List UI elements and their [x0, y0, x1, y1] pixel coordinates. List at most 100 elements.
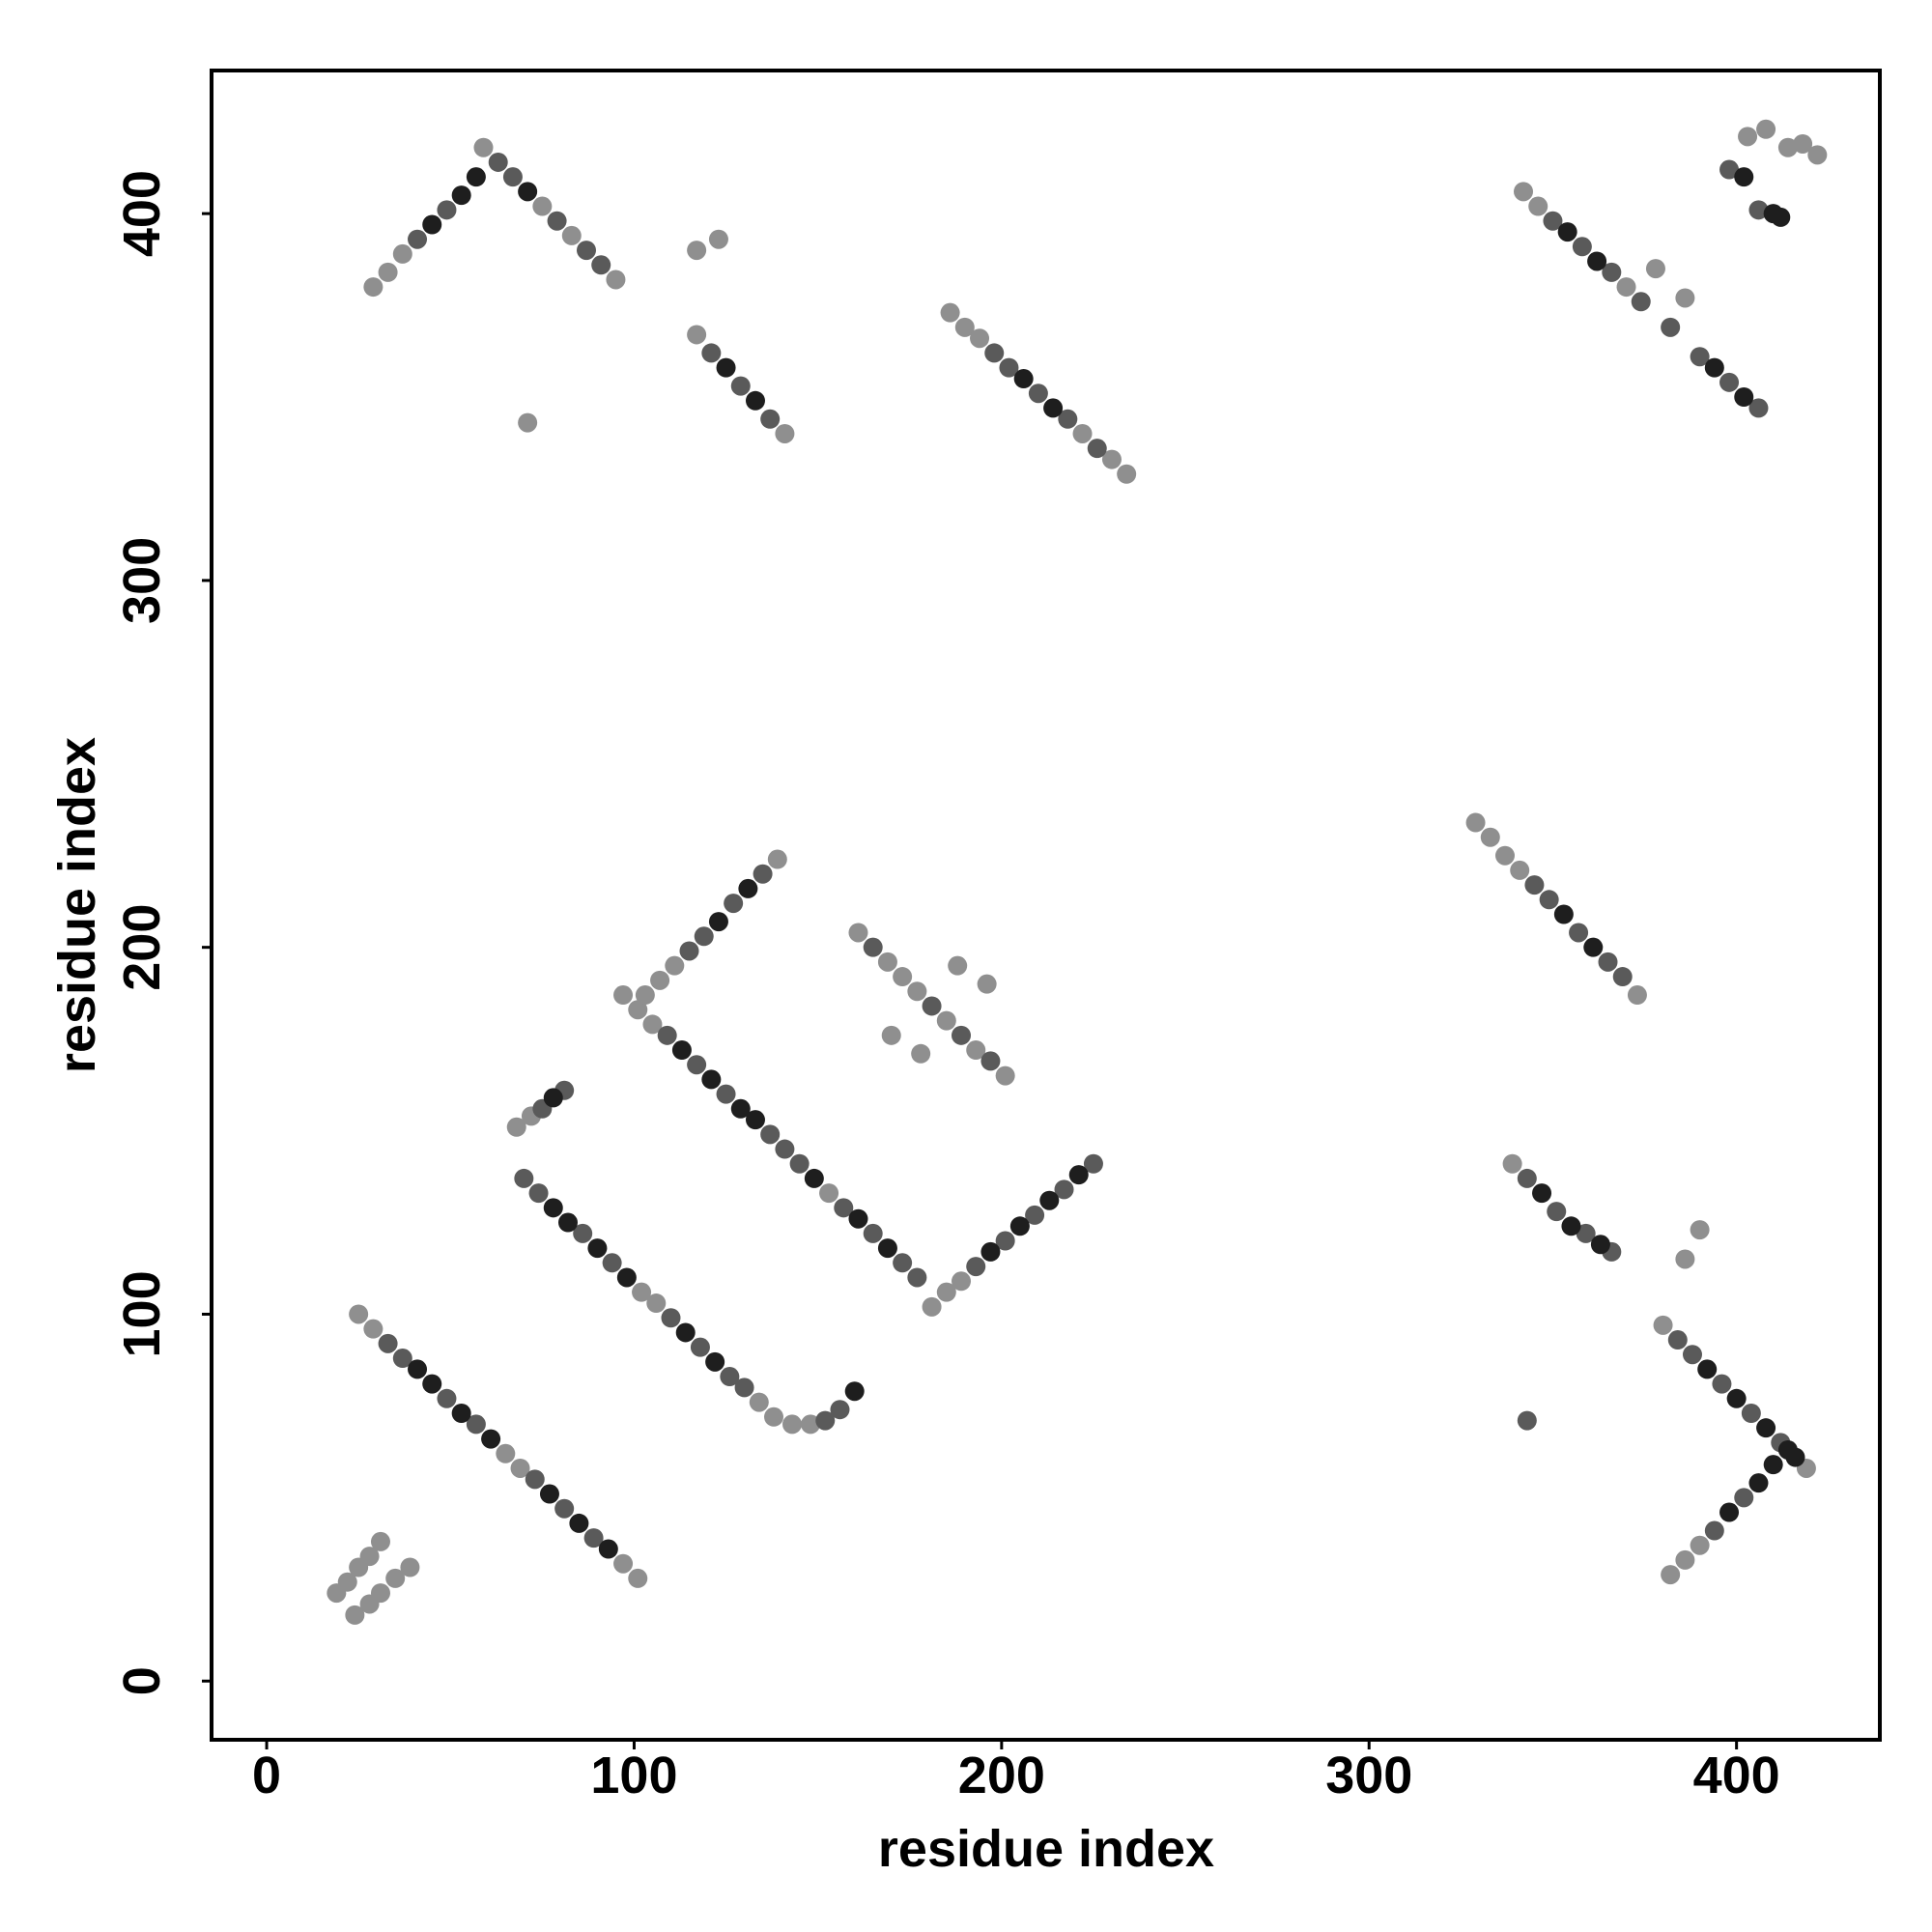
point: [337, 1572, 357, 1592]
point: [547, 211, 567, 231]
point: [363, 277, 384, 298]
point: [1748, 1473, 1769, 1493]
point: [1682, 1345, 1702, 1365]
point: [775, 423, 795, 443]
point: [708, 912, 728, 932]
point: [708, 229, 728, 249]
point: [679, 941, 699, 961]
point: [363, 1319, 384, 1339]
point: [632, 1282, 652, 1302]
point: [1653, 1315, 1673, 1335]
point: [437, 1388, 457, 1408]
point: [1502, 1153, 1522, 1174]
point: [628, 1000, 648, 1020]
point: [466, 1414, 486, 1435]
x-tick-label: 100: [590, 1747, 677, 1804]
point: [514, 1168, 534, 1188]
point: [745, 390, 765, 411]
point: [1793, 133, 1813, 154]
point: [764, 1406, 784, 1427]
point: [1690, 1220, 1710, 1240]
point: [554, 1498, 575, 1519]
point: [671, 1040, 692, 1061]
point: [557, 1212, 578, 1233]
point: [1704, 1520, 1724, 1541]
point: [936, 1010, 956, 1031]
y-tick-label: 300: [113, 537, 171, 624]
point: [1517, 1410, 1537, 1431]
point: [525, 1469, 545, 1490]
point: [408, 1359, 428, 1379]
point: [613, 985, 634, 1006]
point: [569, 1513, 589, 1533]
point: [1532, 1183, 1552, 1204]
point: [518, 182, 538, 202]
point: [573, 1223, 593, 1243]
point: [598, 1539, 618, 1559]
point: [1524, 875, 1545, 895]
x-tick-label: 200: [958, 1747, 1045, 1804]
point: [1734, 167, 1754, 187]
point: [716, 357, 736, 378]
point: [1013, 369, 1034, 389]
point: [408, 229, 428, 249]
point: [1726, 1388, 1747, 1408]
point: [815, 1410, 836, 1431]
point: [1690, 347, 1710, 367]
point: [1539, 890, 1559, 910]
point: [1510, 860, 1530, 880]
point: [863, 1223, 883, 1243]
point: [922, 996, 942, 1016]
point: [591, 255, 611, 275]
point: [1480, 827, 1500, 847]
point: [392, 1349, 412, 1369]
point: [1734, 1488, 1754, 1508]
point: [1777, 137, 1798, 157]
point: [745, 1110, 765, 1130]
point: [1675, 1249, 1695, 1269]
point: [948, 955, 968, 976]
point: [602, 1253, 622, 1273]
point: [760, 1124, 781, 1145]
point: [730, 1098, 751, 1119]
point: [1598, 952, 1618, 972]
x-tick-label: 400: [1693, 1747, 1780, 1804]
point: [473, 137, 494, 157]
point: [1763, 1455, 1783, 1475]
point: [583, 1528, 604, 1548]
point: [349, 1304, 369, 1324]
point: [1547, 1202, 1567, 1222]
point: [1543, 211, 1563, 231]
point: [716, 1084, 736, 1104]
point: [1690, 1535, 1710, 1555]
point: [819, 1183, 839, 1204]
point: [687, 325, 707, 345]
point: [370, 1583, 390, 1604]
point: [1054, 1179, 1074, 1200]
point: [1645, 259, 1665, 279]
point: [1561, 1216, 1581, 1236]
point: [1553, 904, 1574, 924]
point: [701, 343, 722, 363]
point: [760, 409, 781, 429]
point: [749, 1392, 769, 1412]
point: [561, 225, 582, 245]
point: [1576, 1223, 1596, 1243]
point: [1025, 1205, 1045, 1225]
point: [359, 1547, 380, 1567]
point: [1569, 923, 1589, 943]
point: [922, 1296, 942, 1317]
point: [801, 1414, 821, 1435]
point: [995, 1065, 1015, 1086]
point: [1058, 409, 1078, 429]
point: [1704, 357, 1724, 378]
point: [378, 1333, 398, 1353]
x-axis-label: residue index: [878, 1820, 1214, 1878]
point: [1557, 222, 1577, 242]
point: [543, 1198, 563, 1218]
point: [877, 1238, 897, 1259]
point: [616, 1267, 637, 1288]
point: [1719, 372, 1740, 392]
point: [738, 878, 758, 898]
